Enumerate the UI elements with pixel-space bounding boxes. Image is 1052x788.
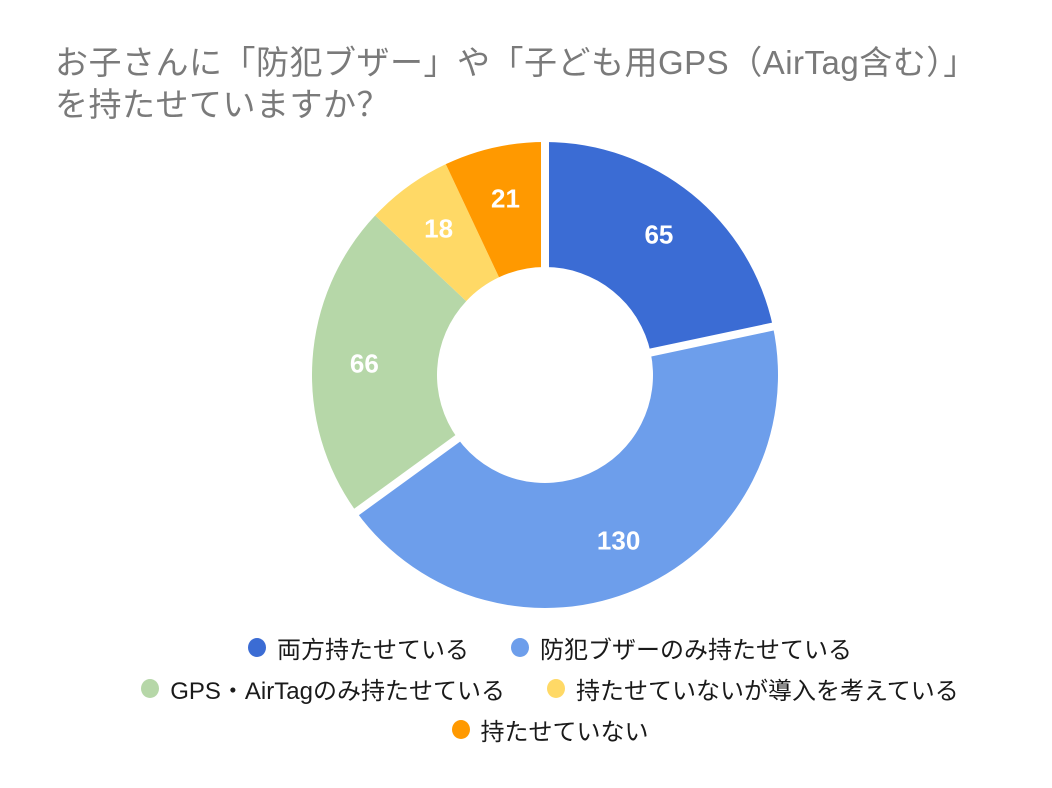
legend-label: 防犯ブザーのみ持たせている xyxy=(540,637,852,664)
pie-slice-3 xyxy=(375,164,500,302)
legend-item-1: 防犯ブザーのみ持たせている xyxy=(511,630,852,665)
legend-label: 持たせていない xyxy=(480,719,649,746)
legend-row: 持たせていない xyxy=(451,712,649,747)
pie-slice-0 xyxy=(545,142,773,353)
legend-label: 両方持たせている xyxy=(277,637,469,664)
slice-value-label-2: 66 xyxy=(350,349,379,379)
pie-slice-2 xyxy=(312,215,467,512)
legend-item-4: 持たせていない xyxy=(451,712,649,747)
slice-separator xyxy=(644,321,779,358)
pie-slice-4 xyxy=(445,142,545,278)
chart-title: お子さんに「防犯ブザー」や「子ども用GPS（AirTag含む）」 を持たせていま… xyxy=(55,42,977,126)
legend-row: 両方持たせている 防犯ブザーのみ持たせている xyxy=(248,630,852,665)
legend-swatch-icon xyxy=(511,638,529,657)
legend-item-3: 持たせていないが導入を考えている xyxy=(546,671,959,706)
legend-swatch-icon xyxy=(248,638,266,657)
legend-label: 持たせていないが導入を考えている xyxy=(575,678,959,705)
chart-title-line-1: お子さんに「防犯ブザー」や「子ども用GPS（AirTag含む）」 xyxy=(55,44,977,81)
pie-slice-1 xyxy=(356,326,778,608)
slice-value-label-3: 18 xyxy=(424,214,453,244)
slice-value-label-0: 65 xyxy=(644,219,673,249)
slice-value-label-4: 21 xyxy=(491,183,520,213)
legend-swatch-icon xyxy=(546,679,565,698)
legend-item-0: 両方持たせている xyxy=(248,630,469,665)
legend-swatch-icon xyxy=(451,720,470,739)
chart-title-line-2: を持たせていますか？ xyxy=(55,86,390,123)
legend-swatch-icon xyxy=(141,679,160,698)
slice-separator xyxy=(350,432,465,519)
legend-label: GPS・AirTagのみ持たせている xyxy=(170,678,505,705)
legend-row: GPS・AirTagのみ持たせている 持たせていないが導入を考えている xyxy=(141,671,959,706)
legend-item-2: GPS・AirTagのみ持たせている xyxy=(141,671,505,706)
chart-legend: 両方持たせている 防犯ブザーのみ持たせている GPS・AirTagのみ持たせている持… xyxy=(24,630,1052,747)
slice-value-label-1: 130 xyxy=(597,525,640,555)
